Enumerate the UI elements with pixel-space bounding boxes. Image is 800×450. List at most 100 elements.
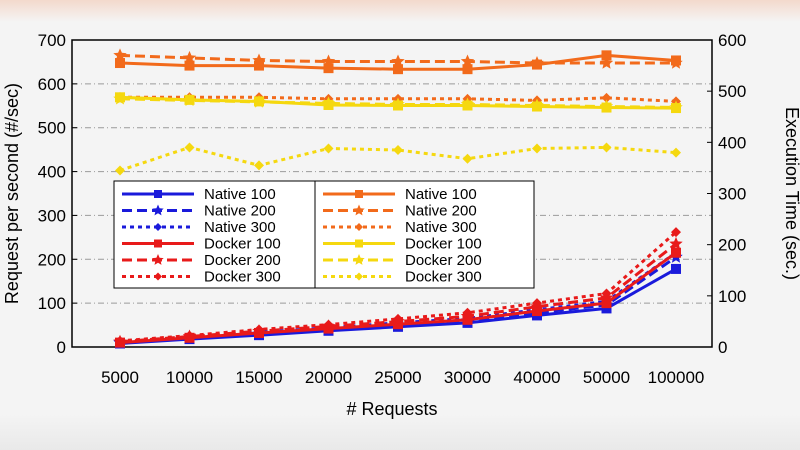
y2-tick-label: 400 [718,133,746,152]
data-point [601,50,612,61]
data-point [252,94,266,108]
data-point [254,324,264,335]
x-tick-label: 10000 [166,368,213,387]
legend-entry: Docker 300 [122,269,281,286]
data-point [530,56,544,69]
series-right-native-200 [113,48,683,69]
legend-label: Native 300 [204,219,276,236]
x-tick-label: 30000 [444,368,491,387]
x-tick-label: 20000 [305,368,352,387]
legend-entry: Docker 200 [323,252,482,269]
data-point [321,54,336,68]
x-axis-title: # Requests [346,399,437,419]
data-point [113,48,127,61]
data-point [115,165,125,176]
data-point [601,92,612,103]
data-point [393,64,403,75]
tick-labels: 0 100 200 300 400 500 600 700 0 100 200 300 400 500 60… [38,31,747,387]
series-line [119,230,677,343]
data-point [323,63,334,74]
y2-tick-label: 600 [718,31,746,50]
data-point [154,223,162,231]
data-point [601,288,612,299]
x-tick-label: 15000 [235,368,282,387]
data-point [532,298,542,309]
x-tick-label: 50000 [583,368,630,387]
x-tick-label: 25000 [374,368,421,387]
data-point [154,239,162,248]
data-point [321,96,336,110]
data-point [669,236,683,250]
legend-entry: Native 200 [323,203,477,220]
data-point [601,142,612,153]
data-point [323,143,334,154]
legend-label: Docker 100 [405,236,482,253]
data-point [152,254,164,265]
data-point [115,58,125,69]
legend-label: Docker 300 [204,269,281,286]
data-point [182,50,197,64]
data-point [671,147,681,158]
series-line [119,145,677,172]
data-point [460,54,475,68]
legend-entry: Native 300 [122,219,276,236]
data-point [460,97,475,111]
data-point [184,142,195,153]
data-point [355,190,363,198]
legend-entry: Native 100 [122,186,276,203]
y-tick-label: 400 [38,163,66,182]
data-point [393,313,403,324]
legend-label: Docker 200 [405,252,482,269]
top-fade [0,0,800,22]
series-right-docker-300 [115,142,681,176]
y2-tick-label: 0 [718,338,727,357]
data-point [391,97,405,111]
legend-label: Native 300 [405,219,477,236]
legend-label: Native 100 [405,186,477,203]
data-point [323,319,334,330]
data-point [252,53,266,67]
legend-label: Docker 100 [204,236,281,253]
data-point [462,307,473,318]
data-point [599,99,614,113]
x-tick-label: 40000 [513,368,560,387]
legend-label: Native 200 [405,203,477,220]
data-point [353,254,365,265]
data-point [391,54,405,68]
data-point [152,204,164,216]
x-tick-label: 100000 [648,368,705,387]
data-point [393,145,403,156]
data-point [355,239,363,248]
data-point [532,306,542,317]
legend-entry: Docker 300 [323,269,482,286]
bottom-fade [0,414,800,450]
y-axis-title: Request per second (#/sec) [2,83,22,304]
legend-entry: Docker 200 [122,252,281,269]
data-point [671,247,681,258]
series-line [119,251,677,344]
data-point [115,335,125,346]
data-point [671,227,681,238]
data-point [601,298,612,309]
legend-label: Native 200 [204,203,276,220]
y-tick-label: 200 [38,250,66,269]
data-point [154,272,162,281]
y2-axis-title: Execution Time (sec.) [782,107,800,280]
y-tick-label: 100 [38,294,66,313]
y2-tick-label: 100 [718,287,746,306]
data-point [532,143,542,154]
y-tick-label: 700 [38,31,66,50]
data-point [462,64,473,75]
legend-entry: Native 100 [323,186,477,203]
y2-tick-label: 200 [718,236,746,255]
x-tick-label: 5000 [101,368,139,387]
data-point [182,93,197,106]
legend-entry: Native 200 [122,203,276,220]
legend-label: Native 100 [204,186,276,203]
data-point [669,56,683,69]
y-tick-label: 600 [38,75,66,94]
legend-label: Docker 300 [405,269,482,286]
data-point [113,91,127,105]
data-point [254,60,264,71]
